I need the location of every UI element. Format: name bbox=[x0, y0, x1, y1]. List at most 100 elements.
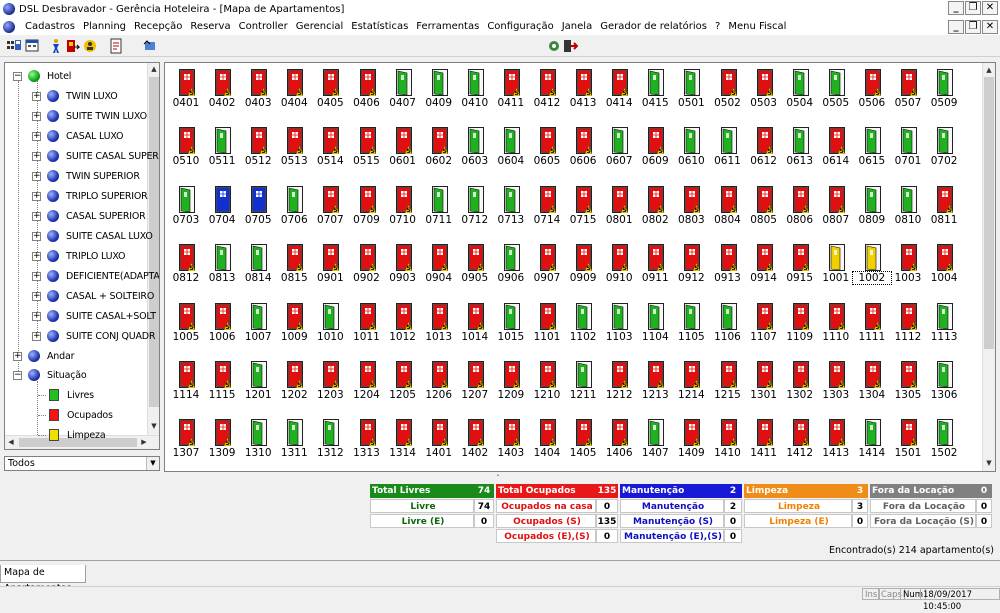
room-1404[interactable]: S 1404 bbox=[528, 415, 566, 471]
room-1105[interactable]: 1105 bbox=[672, 299, 710, 355]
room-0703[interactable]: 0703 bbox=[167, 182, 205, 238]
tree-item-type[interactable]: + TRIPLO SUPERIOR bbox=[32, 186, 148, 206]
menu-item-0[interactable]: Cadastros bbox=[25, 21, 75, 32]
room-0901[interactable]: S 0901 bbox=[311, 240, 349, 296]
tree-item-type[interactable]: + CASAL LUXO bbox=[32, 126, 124, 146]
tree-item-type[interactable]: + CASAL + SOLTEIRO bbox=[32, 286, 154, 306]
chevron-down-icon[interactable]: ▼ bbox=[146, 457, 159, 470]
room-0502[interactable]: S 0502 bbox=[709, 65, 747, 121]
tree-item-type[interactable]: + SUITE TWIN LUXO bbox=[32, 106, 147, 126]
room-0613[interactable]: 0613 bbox=[781, 123, 819, 179]
room-1101[interactable]: S 1101 bbox=[528, 299, 566, 355]
room-0802[interactable]: S 0802 bbox=[636, 182, 674, 238]
room-1301[interactable]: S 1301 bbox=[745, 357, 783, 413]
room-1304[interactable]: S 1304 bbox=[853, 357, 891, 413]
room-0409[interactable]: 0409 bbox=[420, 65, 458, 121]
expand-toggle-icon[interactable]: + bbox=[32, 170, 41, 181]
room-1110[interactable]: S 1110 bbox=[817, 299, 855, 355]
room-0509[interactable]: 0509 bbox=[925, 65, 963, 121]
room-0513[interactable]: S 0513 bbox=[275, 123, 313, 179]
menu-item-6[interactable]: Estatísticas bbox=[351, 21, 409, 32]
room-0413[interactable]: S 0413 bbox=[564, 65, 602, 121]
room-1311[interactable]: 1311 bbox=[275, 415, 313, 471]
expand-toggle-icon[interactable]: + bbox=[32, 210, 41, 221]
room-0709[interactable]: S 0709 bbox=[348, 182, 386, 238]
scroll-thumb[interactable] bbox=[149, 77, 159, 407]
room-0401[interactable]: S 0401 bbox=[167, 65, 205, 121]
room-0411[interactable]: S 0411 bbox=[492, 65, 530, 121]
room-1015[interactable]: 1015 bbox=[492, 299, 530, 355]
room-0410[interactable]: 0410 bbox=[456, 65, 494, 121]
child-window-icon[interactable] bbox=[3, 20, 15, 33]
room-0515[interactable]: S 0515 bbox=[348, 123, 386, 179]
room-1210[interactable]: S 1210 bbox=[528, 357, 566, 413]
tree-item-andar[interactable]: + Andar bbox=[13, 346, 74, 366]
expand-toggle-icon[interactable]: + bbox=[32, 250, 41, 261]
room-0606[interactable]: S 0606 bbox=[564, 123, 602, 179]
room-1205[interactable]: S 1205 bbox=[384, 357, 422, 413]
room-0705[interactable]: 0705 bbox=[239, 182, 277, 238]
room-0607[interactable]: 0607 bbox=[600, 123, 638, 179]
room-1005[interactable]: S 1005 bbox=[167, 299, 205, 355]
room-1402[interactable]: S 1402 bbox=[456, 415, 494, 471]
room-0714[interactable]: S 0714 bbox=[528, 182, 566, 238]
room-0814[interactable]: 0814 bbox=[239, 240, 277, 296]
room-0510[interactable]: S 0510 bbox=[167, 123, 205, 179]
hscroll-thumb[interactable] bbox=[19, 438, 137, 447]
room-0602[interactable]: S 0602 bbox=[420, 123, 458, 179]
report-icon[interactable] bbox=[108, 38, 124, 54]
room-0915[interactable]: S 0915 bbox=[781, 240, 819, 296]
room-1010[interactable]: 1010 bbox=[311, 299, 349, 355]
room-1114[interactable]: S 1114 bbox=[167, 357, 205, 413]
room-1306[interactable]: 1306 bbox=[925, 357, 963, 413]
menu-item-1[interactable]: Planning bbox=[82, 21, 127, 32]
room-1203[interactable]: S 1203 bbox=[311, 357, 349, 413]
expand-toggle-icon[interactable]: + bbox=[32, 230, 41, 241]
room-1206[interactable]: S 1206 bbox=[420, 357, 458, 413]
expand-toggle-icon[interactable]: + bbox=[32, 110, 41, 121]
menu-item-2[interactable]: Recepção bbox=[134, 21, 183, 32]
room-0809[interactable]: 0809 bbox=[853, 182, 891, 238]
tree-item-type[interactable]: + TRIPLO LUXO bbox=[32, 246, 126, 266]
room-1009[interactable]: S 1009 bbox=[275, 299, 313, 355]
room-0715[interactable]: S 0715 bbox=[564, 182, 602, 238]
room-0805[interactable]: S 0805 bbox=[745, 182, 783, 238]
room-0614[interactable]: S 0614 bbox=[817, 123, 855, 179]
room-1214[interactable]: S 1214 bbox=[672, 357, 710, 413]
room-0512[interactable]: S 0512 bbox=[239, 123, 277, 179]
room-0711[interactable]: 0711 bbox=[420, 182, 458, 238]
room-1312[interactable]: 1312 bbox=[311, 415, 349, 471]
room-0902[interactable]: S 0902 bbox=[348, 240, 386, 296]
room-1012[interactable]: S 1012 bbox=[384, 299, 422, 355]
tree-item-type[interactable]: + SUITE CASAL+SOLT bbox=[32, 306, 156, 326]
room-0803[interactable]: S 0803 bbox=[672, 182, 710, 238]
room-map-scrollbar[interactable]: ▲ ▼ bbox=[982, 63, 995, 471]
room-0812[interactable]: S 0812 bbox=[167, 240, 205, 296]
close-button[interactable]: ✕ bbox=[982, 1, 998, 15]
refresh-icon[interactable] bbox=[142, 38, 158, 54]
room-0406[interactable]: S 0406 bbox=[348, 65, 386, 121]
room-0712[interactable]: 0712 bbox=[456, 182, 494, 238]
room-1102[interactable]: 1102 bbox=[564, 299, 602, 355]
room-1501[interactable]: S 1501 bbox=[889, 415, 927, 471]
tab-mapa-de-apartamentos[interactable]: Mapa de Apartamentos bbox=[0, 565, 86, 594]
tree-item-status[interactable]: Limpeza bbox=[49, 425, 106, 445]
expand-toggle-icon[interactable]: + bbox=[32, 330, 41, 341]
room-0811[interactable]: S 0811 bbox=[925, 182, 963, 238]
menu-item-12[interactable]: Menu Fiscal bbox=[728, 21, 787, 32]
room-1502[interactable]: 1502 bbox=[925, 415, 963, 471]
room-0810[interactable]: 0810 bbox=[889, 182, 927, 238]
room-1309[interactable]: S 1309 bbox=[203, 415, 241, 471]
room-1215[interactable]: S 1215 bbox=[709, 357, 747, 413]
room-1212[interactable]: S 1212 bbox=[600, 357, 638, 413]
expand-toggle-icon[interactable]: + bbox=[32, 150, 41, 161]
menu-item-8[interactable]: Configuração bbox=[487, 21, 554, 32]
map-scroll-up-arrow[interactable]: ▲ bbox=[986, 66, 992, 74]
tree-item-type[interactable]: + TWIN LUXO bbox=[32, 86, 118, 106]
room-0609[interactable]: S 0609 bbox=[636, 123, 674, 179]
room-1305[interactable]: S 1305 bbox=[889, 357, 927, 413]
room-0403[interactable]: S 0403 bbox=[239, 65, 277, 121]
menu-item-4[interactable]: Controller bbox=[238, 21, 288, 32]
room-0605[interactable]: S 0605 bbox=[528, 123, 566, 179]
room-1107[interactable]: S 1107 bbox=[745, 299, 783, 355]
